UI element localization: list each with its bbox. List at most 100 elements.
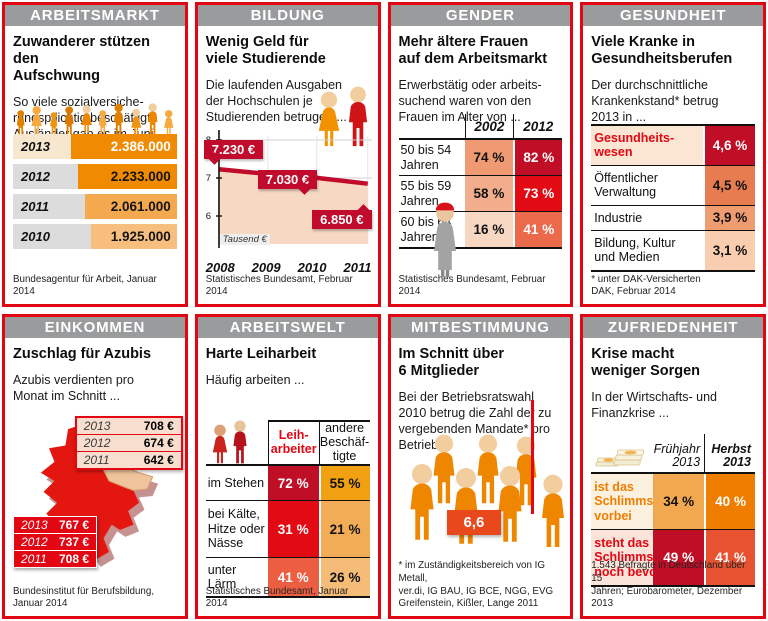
col-header-2002: 2002 bbox=[464, 114, 514, 138]
value-andere: 21 % bbox=[318, 501, 370, 557]
col-header-andere: andere Beschäf- tigte bbox=[318, 420, 370, 464]
panel-header-gesundheit: GESUNDHEIT bbox=[583, 5, 763, 26]
panel-subtitle: In der Wirtschafts- und Finanzkrise ... bbox=[591, 390, 717, 421]
callout-2011: 6.850 € bbox=[312, 204, 372, 229]
table-row: bei Kälte, Hitze oder Nässe 31 % 21 % bbox=[205, 501, 370, 558]
wage-row: 2012 737 € bbox=[14, 533, 96, 550]
row-label: Gesundheits- wesen bbox=[591, 126, 703, 165]
value-2002: 58 % bbox=[464, 176, 514, 211]
workers-figures-icon bbox=[206, 420, 268, 464]
spending-line-chart: 8 7 6 Tausend € 7.230 € 7.030 € 6.850 € bbox=[203, 126, 372, 256]
value-andere: 55 % bbox=[318, 466, 370, 500]
panel-bildung: BILDUNG Wenig Geld für viele Studierende… bbox=[194, 2, 381, 307]
source-note: Statistisches Bundesamt, Februar 2014 bbox=[205, 273, 353, 298]
table-header-row: 2002 2012 bbox=[398, 114, 563, 140]
panel-header-arbeitsmarkt: ARBEITSMARKT bbox=[5, 5, 185, 26]
wage-value: 708 € bbox=[143, 419, 174, 433]
panel-arbeitsmarkt: ARBEITSMARKT Zuwanderer stützen den Aufs… bbox=[2, 2, 188, 307]
y-tick-7: 7 bbox=[205, 173, 212, 184]
wage-year: 2011 bbox=[83, 453, 110, 467]
table-row: unter Lärm 41 % 26 % bbox=[205, 558, 370, 598]
source-note: * unter DAK-Versicherten DAK, Februar 20… bbox=[591, 273, 701, 298]
panel-gesundheit: GESUNDHEIT Viele Kranke in Gesundheitsbe… bbox=[580, 2, 766, 307]
table-header-row: Frühjahr 2013 Herbst 2013 bbox=[591, 434, 755, 474]
x-tick: 2009 bbox=[251, 260, 281, 275]
wage-value: 642 € bbox=[143, 453, 174, 467]
row-label: unter Lärm bbox=[207, 562, 237, 591]
row-value: 3,1 % bbox=[703, 230, 755, 270]
panel-einkommen: EINKOMMEN Zuschlag für Azubis Azubis ver… bbox=[2, 314, 188, 619]
panel-title: Viele Kranke in Gesundheitsberufen bbox=[591, 34, 733, 68]
bar-year-label: 2010 bbox=[21, 229, 50, 244]
table-row: ist das Schlimmste vorbei 34 % 40 % bbox=[591, 474, 755, 530]
bar-value: 2.061.000 bbox=[84, 194, 177, 219]
panel-header-bildung: BILDUNG bbox=[197, 5, 378, 26]
callout-value: 7.030 € bbox=[265, 172, 310, 187]
source-note: Bundesinstitut für Berufsbildung, Januar… bbox=[13, 585, 155, 610]
x-tick: 2010 bbox=[297, 260, 327, 275]
panel-title: Wenig Geld für viele Studierende bbox=[205, 34, 326, 68]
euro-notes-icon bbox=[591, 434, 653, 472]
row-label: 55 bis 59 Jahren bbox=[400, 179, 452, 208]
panel-header-arbeitswelt: ARBEITSWELT bbox=[197, 317, 378, 338]
value-andere: 26 % bbox=[318, 558, 370, 596]
table-row: Öffentlicher Verwaltung 4,5 % bbox=[591, 165, 755, 206]
table-row: steht das Schlimmste noch bevor 49 % 41 … bbox=[591, 530, 755, 587]
value-herbst: 41 % bbox=[704, 530, 755, 585]
callout-value: 7.230 € bbox=[211, 142, 256, 157]
row-label: 50 bis 54 Jahren bbox=[400, 143, 452, 172]
panel-subtitle: Azubis verdienten pro Monat im Schnitt .… bbox=[13, 373, 134, 404]
y-tick-6: 6 bbox=[205, 211, 212, 222]
wage-value: 737 € bbox=[58, 535, 89, 549]
leiharbeit-table: Leih- arbeiter andere Beschäf- tigte im … bbox=[205, 420, 370, 598]
wage-row: 2012 674 € bbox=[76, 434, 181, 451]
x-tick: 2008 bbox=[205, 260, 235, 275]
row-value: 4,6 % bbox=[703, 126, 755, 165]
value-fruehjahr: 49 % bbox=[653, 530, 705, 585]
wage-row: 2013 767 € bbox=[14, 517, 96, 533]
panel-gender: GENDER Mehr ältere Frauen auf dem Arbeit… bbox=[387, 2, 574, 307]
row-label: bei Kälte, Hitze oder Nässe bbox=[207, 507, 265, 551]
average-marker-line bbox=[530, 400, 534, 514]
x-tick: 2011 bbox=[343, 260, 372, 275]
average-value-badge: 6,6 bbox=[446, 510, 502, 535]
value-herbst: 40 % bbox=[704, 474, 755, 529]
bar-row-2011: 2011 2.061.000 bbox=[13, 194, 177, 219]
wage-box-east: 2013 708 € 2012 674 € 2011 642 € bbox=[74, 416, 183, 470]
wage-row: 2011 642 € bbox=[76, 451, 181, 468]
source-note: Statistisches Bundesamt, Februar 2014 bbox=[398, 273, 546, 298]
panel-subtitle: Häufig arbeiten ... bbox=[205, 373, 305, 388]
x-axis-labels: 2008 2009 2010 2011 bbox=[206, 260, 372, 275]
bar-row-2013: 2013 2.386.000 bbox=[13, 134, 177, 159]
y-axis-unit: Tausend € bbox=[219, 234, 270, 245]
wage-box-west: 2013 767 € 2012 737 € 2011 708 € bbox=[13, 516, 97, 568]
wage-value: 708 € bbox=[58, 552, 89, 566]
source-note: Bundesagentur für Arbeit, Januar 2014 bbox=[13, 273, 157, 298]
crisis-survey-table: Frühjahr 2013 Herbst 2013 ist das Schlim… bbox=[591, 434, 755, 587]
panel-title: Im Schnitt über 6 Mitglieder bbox=[398, 346, 505, 380]
bar-year-label: 2013 bbox=[21, 139, 50, 154]
value-2002: 74 % bbox=[464, 140, 514, 175]
value-fruehjahr: 34 % bbox=[653, 474, 705, 529]
gender-table: 2002 2012 50 bis 54 Jahren 74 % 82 % 55 … bbox=[398, 114, 563, 249]
panel-title: Mehr ältere Frauen auf dem Arbeitsmarkt bbox=[398, 34, 548, 68]
panel-header-mitbestimmung: MITBESTIMMUNG bbox=[390, 317, 571, 338]
panel-subtitle: Erwerbstätig oder arbeits- suchend waren… bbox=[398, 78, 542, 125]
value-leiharbeiter: 72 % bbox=[267, 466, 319, 500]
row-label: Öffentlicher Verwaltung bbox=[594, 170, 658, 200]
bar-row-2012: 2012 2.233.000 bbox=[13, 164, 177, 189]
bar-row-2010: 2010 1.925.000 bbox=[13, 224, 177, 249]
bar-value: 2.386.000 bbox=[70, 134, 177, 159]
panel-title: Krise macht weniger Sorgen bbox=[591, 346, 701, 380]
wage-row: 2013 708 € bbox=[77, 418, 181, 434]
people-crowd-icon bbox=[13, 100, 177, 136]
row-label: im Stehen bbox=[207, 475, 265, 490]
value-2012: 82 % bbox=[513, 140, 563, 175]
row-value: 3,9 % bbox=[703, 205, 755, 230]
bar-value: 1.925.000 bbox=[90, 224, 177, 249]
wage-year: 2013 bbox=[83, 419, 111, 433]
panel-subtitle: Der durchschnittliche Krankenkstand* bet… bbox=[591, 78, 719, 125]
row-label: ist das Schlimmste vorbei bbox=[591, 474, 664, 529]
